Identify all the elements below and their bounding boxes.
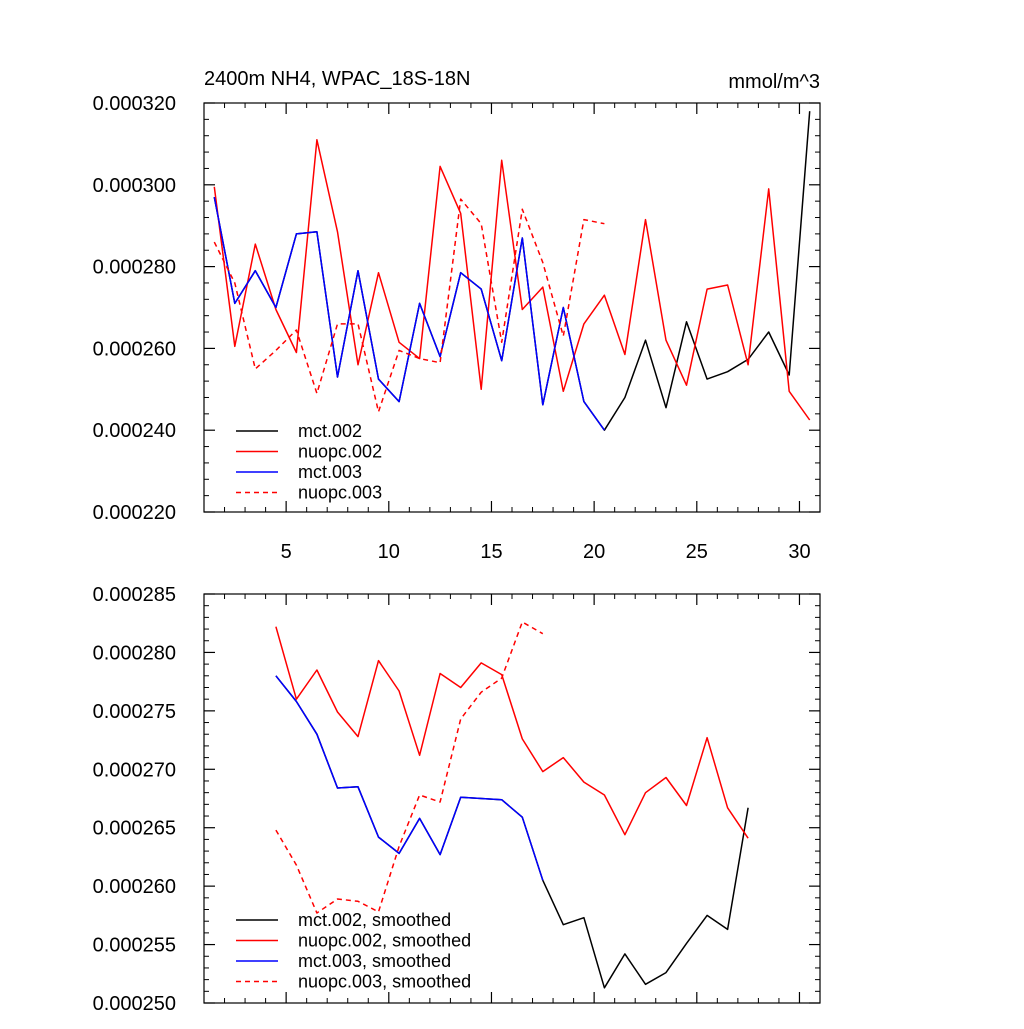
series-line-nuopc-002-smoothed [275, 626, 749, 839]
panel-bottom: 0.000250 0.000255 0.000260 0.000265 0.000270… [93, 584, 821, 1015]
x-tick-label: 10 [378, 541, 400, 563]
legend-label: nuopc.002, smoothed [298, 931, 471, 951]
y-tick-label: 0.000270 [93, 759, 176, 781]
y-tick-label: 0.000260 [93, 338, 176, 360]
series-line-nuopc-003 [213, 198, 605, 413]
x-tick-label: 15 [480, 541, 502, 563]
y-tick-label: 0.000300 [93, 175, 176, 197]
legend-label: nuopc.003 [298, 483, 382, 503]
legend-label: nuopc.002 [298, 442, 382, 462]
panel-top: 5 10 15 20 25 30 0.000220 0.000240 0.000260 0.000… [93, 93, 821, 563]
y-tick-label: 0.000240 [93, 420, 176, 442]
panel-1-units: mmol/m^3 [728, 71, 820, 93]
legend-label: mct.002 [298, 421, 362, 441]
y-tick-label: 0.000255 [93, 935, 176, 957]
y-tick-label: 0.000275 [93, 701, 176, 723]
panel-1-title: 2400m NH4, WPAC_18S-18N [204, 68, 470, 90]
legend-label: mct.003, smoothed [298, 951, 451, 971]
legend-label: mct.002, smoothed [298, 910, 451, 930]
y-tick-label: 0.000260 [93, 876, 176, 898]
y-tick-label: 0.000285 [93, 584, 176, 606]
series-line-mct-003 [213, 196, 606, 431]
y-tick-label: 0.000250 [93, 993, 176, 1015]
legend-label: mct.003 [298, 462, 362, 482]
x-tick-label: 25 [686, 541, 708, 563]
series-line-mct-003-smoothed [275, 675, 544, 881]
y-tick-label: 0.000220 [93, 502, 176, 524]
y-tick-label: 0.000280 [93, 642, 176, 664]
legend-label: nuopc.003, smoothed [298, 972, 471, 992]
series-line-nuopc-002 [213, 139, 811, 421]
y-tick-label: 0.000280 [93, 257, 176, 279]
y-tick-label: 0.000320 [93, 93, 176, 115]
y-tick-label: 0.000265 [93, 818, 176, 840]
x-tick-label: 5 [281, 541, 292, 563]
x-tick-label: 20 [583, 541, 605, 563]
x-tick-label: 30 [788, 541, 810, 563]
